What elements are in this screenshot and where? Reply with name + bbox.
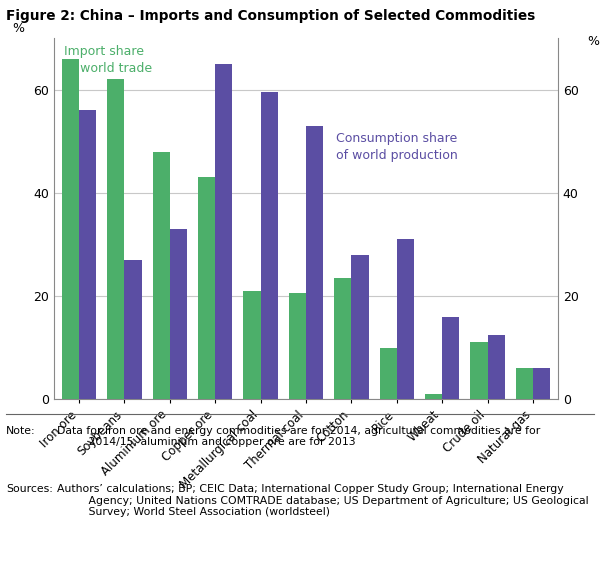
Bar	[397, 239, 414, 399]
Text: Figure 2: China – Imports and Consumption of Selected Commodities: Figure 2: China – Imports and Consumptio…	[6, 9, 535, 23]
Bar	[62, 59, 79, 399]
Text: Note:: Note:	[6, 426, 35, 436]
Bar	[152, 151, 170, 399]
Bar	[215, 64, 232, 399]
Bar	[352, 255, 368, 399]
Bar	[334, 278, 352, 399]
Bar	[124, 260, 142, 399]
Bar	[79, 110, 96, 399]
Bar	[380, 348, 397, 399]
Bar	[516, 368, 533, 399]
Bar	[244, 291, 260, 399]
Bar	[533, 368, 550, 399]
Bar	[170, 229, 187, 399]
Text: Import share
of world trade: Import share of world trade	[64, 45, 152, 75]
Bar	[442, 316, 460, 399]
Bar	[306, 126, 323, 399]
Bar	[470, 342, 488, 399]
Y-axis label: %: %	[587, 35, 599, 48]
Bar	[260, 92, 278, 399]
Bar	[289, 294, 306, 399]
Y-axis label: %: %	[13, 22, 25, 35]
Bar	[425, 394, 442, 399]
Text: Data for iron ore and energy commodities are for 2014, agricultural commodities : Data for iron ore and energy commodities…	[57, 426, 540, 447]
Text: Consumption share
of world production: Consumption share of world production	[336, 132, 458, 162]
Text: Sources:: Sources:	[6, 484, 53, 494]
Bar	[198, 177, 215, 399]
Bar	[107, 79, 124, 399]
Text: Authors’ calculations; BP; CEIC Data; International Copper Study Group; Internat: Authors’ calculations; BP; CEIC Data; In…	[57, 484, 589, 518]
Bar	[488, 335, 505, 399]
